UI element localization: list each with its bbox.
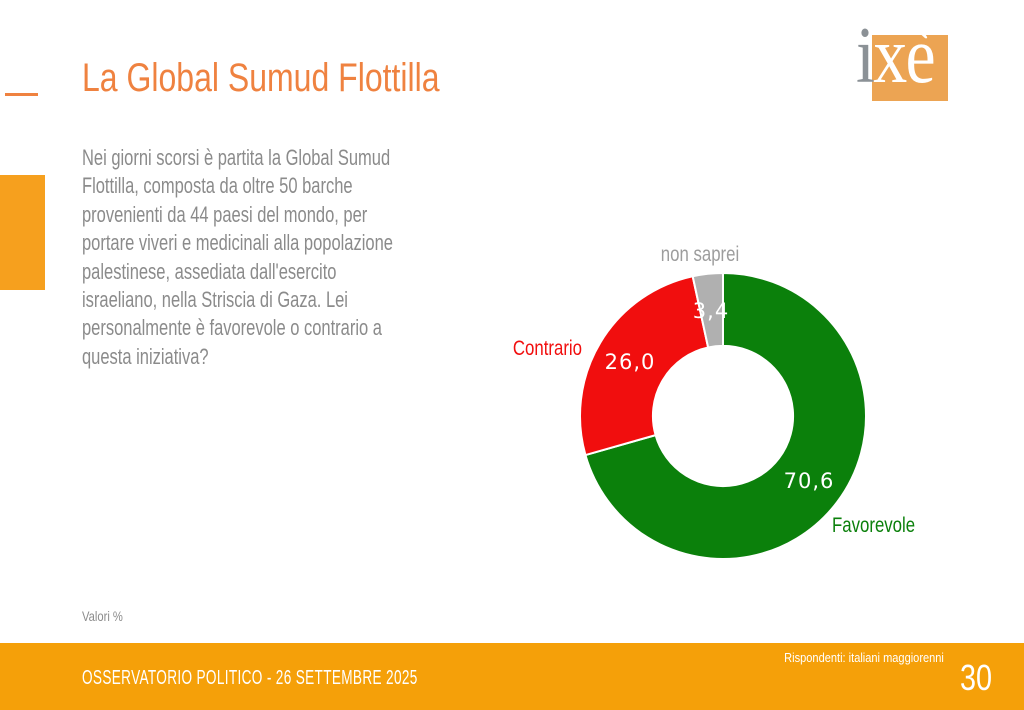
respondents-note: Rispondenti: italiani maggiorenni [784,650,944,665]
logo-square [872,35,948,101]
intro-line: provenienti da 44 paesi del mondo, per [82,201,368,227]
intro-line: israeliano, nella Striscia di Gaza. Lei [82,287,348,313]
donut-segment-favorevole [584,272,867,560]
segment-label-non-saprei: non saprei [660,243,740,266]
donut-segment-contrario [579,275,710,457]
segment-label-favorevole: Favorevole [832,514,916,537]
intro-line: Nei giorni scorsi è partita la Global Su… [82,145,391,170]
page-number: 30 [959,657,992,698]
segment-label-contrario: Contrario [512,337,582,360]
logo-letters-xe: xè [873,12,935,100]
intro-line: personalmente è favorevole o contrario a [82,315,382,341]
intro-text: Nei giorni scorsi è partita la Global Su… [82,144,497,371]
slide-title: La Global Sumud Flottilla [82,56,440,100]
left-accent-bar [0,175,45,290]
ixe-logo: ixè [850,12,970,110]
intro-line: palestinese, assediata dall'esercito [82,258,337,284]
donut-segment-non-saprei [691,272,724,349]
footer-title: OSSERVATORIO POLITICO - 26 SETTEMBRE 202… [82,667,418,689]
segment-value-non-saprei: 3,4 [692,299,730,323]
intro-line: portare viveri e medicinali alla popolaz… [82,230,393,256]
segment-value-contrario: 26,0 [604,350,656,374]
segment-value-favorevole: 70,6 [783,469,835,493]
valori-note: Valori % [82,608,123,624]
logo-letters: ixè [856,12,936,100]
logo-letter-i: i [856,12,875,100]
title-dash [5,93,38,96]
donut-chart-container [578,271,868,561]
footer-bar: OSSERVATORIO POLITICO - 26 SETTEMBRE 202… [0,643,1024,710]
donut-chart [579,272,867,560]
intro-line: questa iniziativa? [82,343,209,369]
intro-line: Flottilla, composta da oltre 50 barche [82,173,353,199]
